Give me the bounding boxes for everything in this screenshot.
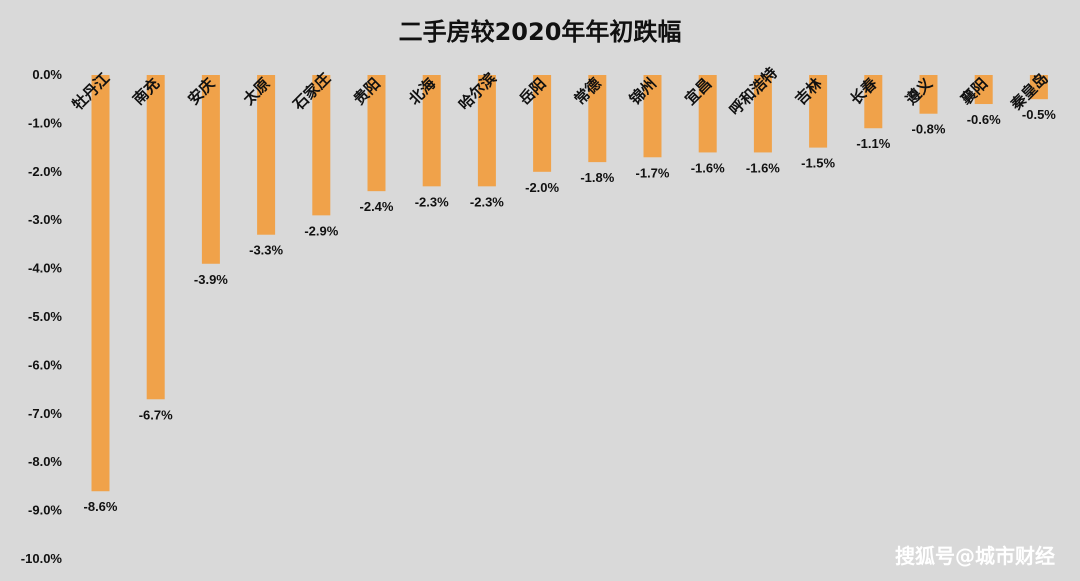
y-tick-label: -8.0% xyxy=(28,454,62,469)
bar xyxy=(257,75,276,235)
data-label: -2.3% xyxy=(470,194,504,209)
data-label: -2.3% xyxy=(415,194,449,209)
data-label: -1.6% xyxy=(746,160,780,175)
data-label: -1.7% xyxy=(636,165,670,180)
chart-title: 二手房较2020年年初跌幅 xyxy=(399,18,682,46)
bar-series xyxy=(91,75,1048,492)
data-label: -1.1% xyxy=(856,136,890,151)
bar xyxy=(974,75,993,105)
y-tick-label: -2.0% xyxy=(28,164,62,179)
bar xyxy=(864,75,883,129)
data-label: -3.9% xyxy=(194,272,228,287)
bar xyxy=(533,75,552,172)
data-label: -1.8% xyxy=(580,170,614,185)
y-tick-label: -7.0% xyxy=(28,406,62,421)
bar xyxy=(753,75,772,153)
data-label: -0.8% xyxy=(912,122,946,137)
bar xyxy=(367,75,386,192)
y-tick-label: -1.0% xyxy=(28,115,62,130)
bar xyxy=(422,75,441,187)
bar xyxy=(477,75,496,187)
bar xyxy=(919,75,938,114)
bar xyxy=(1029,75,1048,100)
data-label: -1.6% xyxy=(691,160,725,175)
y-tick-label: 0.0% xyxy=(32,67,62,82)
data-label: -1.5% xyxy=(801,156,835,171)
bar xyxy=(643,75,662,158)
data-label: -3.3% xyxy=(249,243,283,258)
data-label: -6.7% xyxy=(139,407,173,422)
bar xyxy=(809,75,828,148)
data-labels: -8.6% -6.7% -3.9% -3.3% -2.9% -2.4% -2.3% -2.3%… xyxy=(84,107,1057,514)
data-label: -2.9% xyxy=(304,223,338,238)
bar xyxy=(588,75,607,163)
bar xyxy=(91,75,110,492)
y-tick-label: -6.0% xyxy=(28,357,62,372)
bar xyxy=(698,75,717,153)
y-axis: 0.0% -1.0% -2.0% -3.0% -4.0% -5.0% -6.0% -7.0% -… xyxy=(21,67,63,566)
y-tick-label: -5.0% xyxy=(28,309,62,324)
y-tick-label: -4.0% xyxy=(28,261,62,276)
bar xyxy=(146,75,165,400)
y-tick-label: -9.0% xyxy=(28,503,62,518)
category-label: 呼和浩特 xyxy=(726,64,781,119)
y-tick-label: -3.0% xyxy=(28,212,62,227)
data-label: -0.6% xyxy=(967,112,1001,127)
data-label: -2.4% xyxy=(360,199,394,214)
bar xyxy=(201,75,220,264)
data-label: -8.6% xyxy=(84,499,118,514)
y-tick-label: -10.0% xyxy=(21,551,63,566)
data-label: -2.0% xyxy=(525,180,559,195)
data-label: -0.5% xyxy=(1022,107,1056,122)
bar xyxy=(312,75,331,216)
watermark: 搜狐号@城市财经 xyxy=(895,544,1055,568)
